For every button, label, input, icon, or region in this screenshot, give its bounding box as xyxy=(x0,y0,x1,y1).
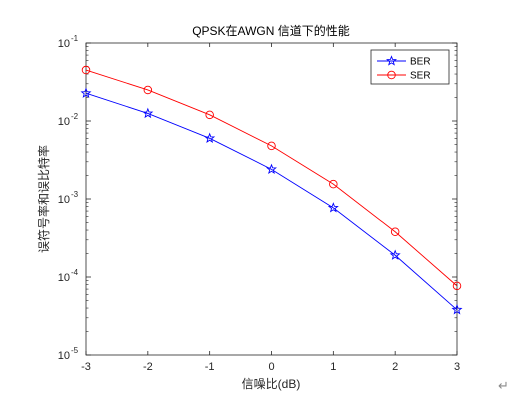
data-point-ser xyxy=(143,85,153,95)
data-point-ber xyxy=(80,87,92,98)
data-point-ser xyxy=(390,227,400,237)
x-tick-label: 1 xyxy=(330,361,336,373)
y-tick-label: 10 xyxy=(58,272,70,284)
legend-marker-ber xyxy=(386,55,397,66)
series-layer xyxy=(80,65,463,315)
return-mark: ↵ xyxy=(498,379,509,394)
x-tick-label: 3 xyxy=(454,361,460,373)
legend-box xyxy=(370,49,450,85)
data-point-ber xyxy=(327,202,339,213)
y-tick-exponent: -1 xyxy=(71,34,79,43)
plot-area xyxy=(85,42,458,356)
legend-entries: BER SER xyxy=(377,55,431,82)
y-axis: 10-510-410-310-210-1 xyxy=(58,34,457,362)
data-point-ser xyxy=(267,141,276,151)
x-tick-label: 2 xyxy=(392,361,398,373)
y-tick-label: 10 xyxy=(58,350,70,362)
series-line-ber xyxy=(85,92,458,311)
x-tick-label: 0 xyxy=(268,361,274,373)
data-point-ber xyxy=(204,132,216,143)
x-tick-label: -1 xyxy=(205,361,215,373)
legend: BER SER xyxy=(370,49,450,85)
data-point-ser xyxy=(205,110,214,120)
series-ber xyxy=(80,87,463,315)
x-axis: -3 -2 -1 0 1 2 3 xyxy=(81,43,460,373)
y-tick-exponent: -2 xyxy=(71,112,79,121)
y-axis-label: 误符号率和误比特率 xyxy=(36,145,51,253)
y-tick-label: 10 xyxy=(58,38,70,50)
y-tick-exponent: -4 xyxy=(71,268,79,277)
data-point-ber xyxy=(142,107,154,119)
y-tick-label: 10 xyxy=(58,116,70,128)
series-ser xyxy=(81,65,462,291)
data-point-ser xyxy=(329,179,338,189)
legend-marker-ser xyxy=(387,70,396,80)
y-tick-exponent: -5 xyxy=(71,346,79,355)
y-tick-label: 10 xyxy=(58,194,70,206)
series-line-ser xyxy=(85,69,458,287)
data-point-ser xyxy=(81,65,91,75)
chart-title: QPSK在AWGN 信道下的性能 xyxy=(192,23,350,38)
x-axis-label: 信噪比(dB) xyxy=(242,377,301,391)
x-tick-label: -3 xyxy=(81,361,91,373)
legend-label-ber: BER xyxy=(410,57,431,68)
data-point-ber xyxy=(266,163,277,175)
legend-label-ser: SER xyxy=(410,71,431,82)
x-tick-label: -2 xyxy=(143,361,153,373)
data-point-ber xyxy=(451,304,463,315)
y-tick-exponent: -3 xyxy=(71,190,79,199)
data-point-ber xyxy=(389,249,401,260)
data-point-ser xyxy=(452,281,462,291)
